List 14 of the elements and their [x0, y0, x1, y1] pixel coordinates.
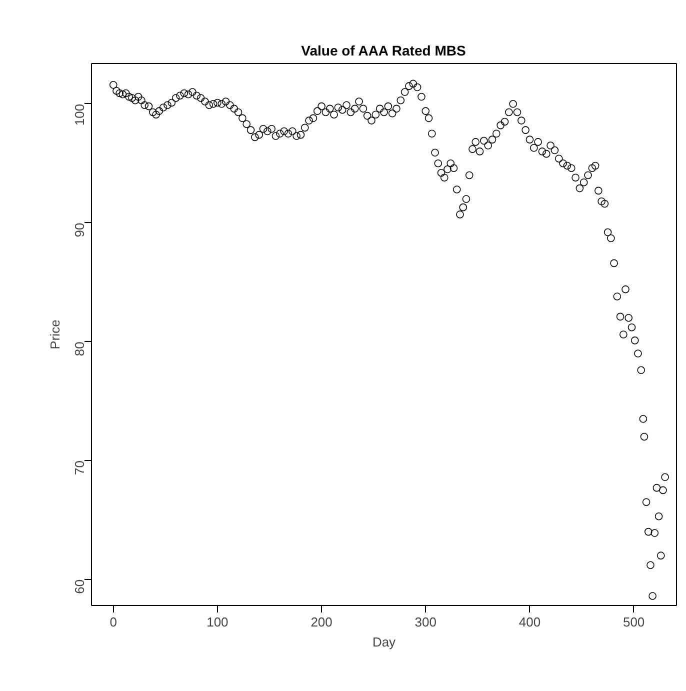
x-tick-label: 300	[414, 614, 436, 630]
y-tick-label: 60	[72, 579, 87, 594]
x-axis-title: Day	[372, 634, 396, 650]
x-tick-label: 0	[110, 614, 117, 630]
x-tick-label: 200	[310, 614, 332, 630]
x-tick-label: 400	[518, 614, 541, 630]
y-tick-label: 70	[72, 460, 87, 475]
y-tick-label: 80	[72, 342, 87, 356]
y-tick-label: 100	[72, 104, 87, 126]
y-tick-label: 90	[72, 222, 87, 238]
x-tick-label: 500	[622, 614, 645, 630]
chart-title: Value of AAA Rated MBS	[301, 42, 466, 58]
x-tick-label: 100	[206, 614, 228, 630]
y-axis-title: Price	[48, 320, 62, 350]
